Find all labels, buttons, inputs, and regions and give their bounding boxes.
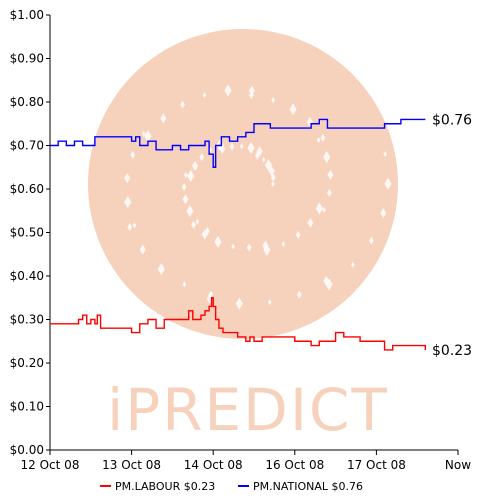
watermark-diamond	[289, 103, 297, 116]
x-tick-label: 14 Oct 08	[184, 458, 243, 472]
x-tick-label: 16 Oct 08	[265, 458, 324, 472]
x-tick-label: 12 Oct 08	[21, 458, 80, 472]
watermark-diamond	[323, 150, 331, 163]
watermark-diamond	[182, 281, 187, 288]
watermark-diamond	[191, 220, 197, 229]
watermark-diamond	[130, 150, 136, 159]
watermark-diamond	[368, 236, 374, 245]
watermark-diamond	[208, 147, 213, 154]
watermark-diamond	[224, 84, 232, 97]
watermark-diamond	[267, 299, 272, 306]
watermark-diamond	[219, 144, 226, 155]
watermark-diamond	[127, 223, 133, 232]
x-tick-label: 17 Oct 08	[347, 458, 406, 472]
watermark-diamond	[246, 243, 252, 252]
legend-label-pm-labour: PM.LABOUR $0.23	[115, 480, 215, 493]
watermark-diamond	[325, 278, 333, 291]
end-label-pm-national: $0.76	[432, 112, 472, 128]
watermark-diamond	[255, 151, 260, 160]
x-tick-label: Now	[445, 458, 471, 472]
watermark-diamond	[262, 240, 269, 251]
watermark-diamond	[271, 181, 275, 187]
watermark-diamond	[124, 173, 131, 184]
watermark-diamond	[315, 202, 323, 215]
watermark-diamond	[268, 166, 275, 177]
watermark-diamond	[199, 153, 205, 162]
y-tick-label: $0.50	[10, 226, 44, 240]
watermark-globe-pattern	[124, 84, 392, 310]
watermark-logo-text: iPREDICT	[107, 376, 389, 444]
y-tick-label: $0.40	[10, 269, 44, 283]
watermark-diamond	[208, 290, 214, 299]
watermark-diamond	[383, 150, 387, 157]
watermark-diamond	[323, 275, 330, 286]
y-tick-label: $0.10	[10, 400, 44, 414]
watermark-diamond	[157, 263, 165, 276]
watermark-diamond	[229, 142, 235, 151]
watermark-diamond	[296, 290, 302, 299]
y-tick-label: $0.90	[10, 52, 44, 66]
watermark-diamond	[247, 141, 255, 154]
y-tick-label: $0.80	[10, 95, 44, 109]
watermark-diamond	[263, 243, 271, 256]
series-line-pm-labour	[50, 297, 427, 351]
watermark-globe	[88, 29, 398, 339]
watermark-diamond	[351, 261, 355, 268]
y-tick-label: $0.20	[10, 356, 44, 370]
watermark-diamond	[322, 206, 326, 213]
watermark-diamond	[327, 169, 334, 180]
watermark-diamond	[320, 133, 326, 142]
watermark-diamond	[239, 143, 244, 150]
end-label-pm-labour: $0.23	[432, 343, 472, 359]
y-tick-label: $1.00	[10, 8, 44, 22]
y-tick-label: $0.70	[10, 139, 44, 153]
watermark-diamond	[281, 241, 286, 248]
watermark-diamond	[261, 156, 266, 163]
watermark-diamond	[186, 205, 194, 218]
series-line-pm-national	[50, 118, 426, 168]
watermark-diamond	[184, 172, 188, 179]
watermark-diamond	[316, 137, 321, 144]
watermark-diamond	[231, 243, 235, 250]
watermark-diamond	[182, 194, 189, 205]
watermark-diamond	[295, 230, 301, 239]
watermark-diamond	[248, 91, 254, 100]
legend-label-pm-national: PM.NATIONAL $0.76	[253, 480, 363, 493]
watermark-diamond	[307, 217, 314, 228]
watermark-diamond	[205, 226, 210, 235]
y-tick-label: $0.30	[10, 313, 44, 327]
watermark-diamond	[180, 100, 185, 109]
series-layer	[50, 118, 427, 351]
watermark-diamond	[264, 159, 273, 172]
watermark-diamond	[270, 173, 276, 182]
watermark-diamond	[144, 129, 152, 142]
watermark-diamond	[202, 92, 207, 99]
legend: PM.LABOUR $0.23 PM.NATIONAL $0.76	[100, 480, 363, 493]
axes: $0.00 $0.10 $0.20 $0.30 $0.40 $0.50 $0.60 $0.70…	[10, 8, 472, 472]
watermark-diamond	[132, 222, 137, 229]
watermark-diamond	[160, 113, 167, 124]
watermark-diamond	[384, 177, 392, 190]
watermark-diamond	[271, 97, 275, 104]
watermark-diamond	[181, 183, 187, 192]
watermark-diamond	[327, 188, 332, 197]
watermark-diamond	[124, 196, 132, 209]
watermark-diamond	[380, 208, 387, 219]
watermark-diamond	[187, 169, 195, 182]
y-tick-label: $0.00	[10, 443, 44, 457]
x-tick-label: 13 Oct 08	[102, 458, 161, 472]
watermark-diamond	[139, 244, 146, 255]
watermark-diamond	[195, 218, 200, 225]
y-tick-label: $0.60	[10, 182, 44, 196]
watermark-diamond	[235, 297, 243, 310]
end-labels: $0.23 $0.76	[432, 112, 472, 359]
watermark: iPREDICT	[88, 29, 398, 444]
watermark-diamond	[141, 130, 146, 137]
watermark-diamond	[192, 160, 199, 171]
watermark-diamond	[214, 235, 222, 248]
